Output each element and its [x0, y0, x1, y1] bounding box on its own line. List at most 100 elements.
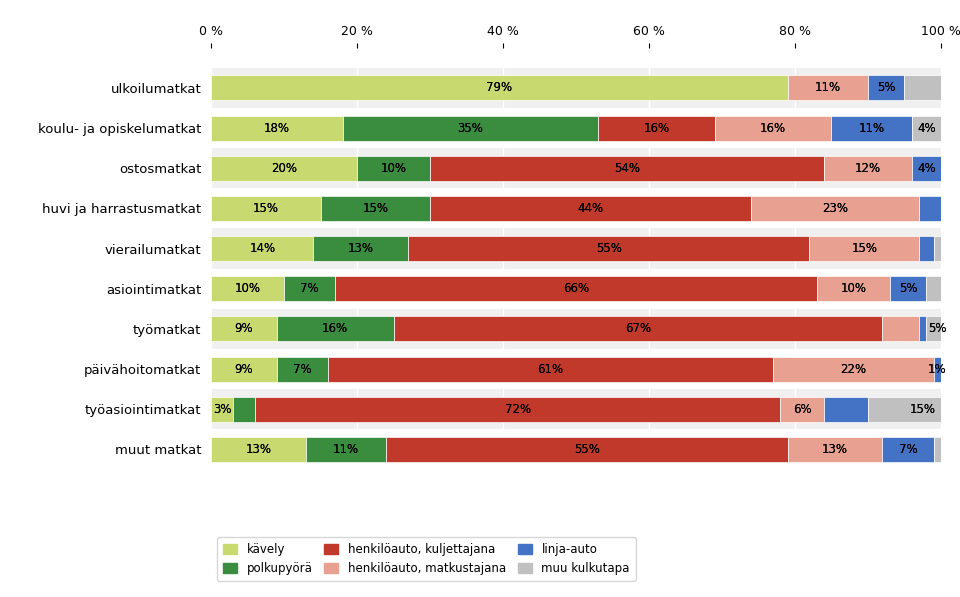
Bar — [211, 316, 276, 341]
Bar — [276, 356, 328, 381]
Bar — [919, 316, 926, 341]
Text: 9%: 9% — [234, 362, 253, 376]
Text: 72%: 72% — [505, 403, 531, 416]
Bar — [211, 236, 313, 261]
Text: 72%: 72% — [505, 403, 531, 416]
Text: 7%: 7% — [293, 362, 312, 376]
Text: 11%: 11% — [333, 443, 359, 456]
Bar — [941, 156, 960, 181]
Bar — [211, 156, 357, 181]
Bar — [306, 437, 386, 462]
Bar — [868, 75, 904, 100]
Text: 67%: 67% — [625, 322, 651, 336]
Bar — [919, 196, 941, 221]
Bar — [787, 437, 882, 462]
Bar — [284, 276, 335, 301]
Bar — [926, 316, 948, 341]
Bar — [211, 349, 941, 389]
Bar — [211, 269, 941, 309]
Bar — [890, 276, 926, 301]
Bar — [809, 236, 919, 261]
Bar — [941, 356, 948, 381]
Bar — [919, 196, 941, 221]
Text: 44%: 44% — [578, 202, 604, 215]
Text: 11%: 11% — [858, 122, 884, 134]
Bar — [211, 75, 787, 100]
Bar — [809, 236, 919, 261]
Bar — [933, 356, 941, 381]
Bar — [882, 437, 933, 462]
Bar — [408, 236, 809, 261]
Bar — [831, 116, 912, 140]
Bar — [933, 356, 941, 381]
Bar — [343, 116, 598, 140]
Bar — [276, 356, 328, 381]
Text: 55%: 55% — [574, 443, 600, 456]
Bar — [751, 196, 919, 221]
Bar — [941, 196, 960, 221]
Bar — [430, 156, 824, 181]
Text: 55%: 55% — [596, 242, 622, 255]
Bar — [926, 276, 960, 301]
Text: 3%: 3% — [213, 403, 231, 416]
Bar — [233, 397, 255, 421]
Text: 13%: 13% — [246, 443, 272, 456]
Bar — [714, 116, 831, 140]
Text: 5%: 5% — [876, 81, 896, 94]
Text: 11%: 11% — [815, 81, 841, 94]
Bar — [328, 356, 773, 381]
Bar — [941, 196, 960, 221]
Bar — [824, 156, 912, 181]
Text: 10%: 10% — [380, 162, 407, 175]
Text: 4%: 4% — [917, 122, 936, 134]
Text: 10%: 10% — [234, 282, 261, 296]
Text: 15%: 15% — [252, 202, 279, 215]
Bar — [787, 75, 868, 100]
Bar — [780, 397, 824, 421]
Bar — [211, 276, 284, 301]
Bar — [430, 196, 751, 221]
Bar — [386, 437, 787, 462]
Bar — [912, 116, 941, 140]
Text: 79%: 79% — [487, 81, 513, 94]
Bar — [933, 437, 960, 462]
Text: 15%: 15% — [362, 202, 389, 215]
Bar — [787, 437, 882, 462]
Bar — [211, 116, 343, 140]
Text: 11%: 11% — [815, 81, 841, 94]
Bar — [211, 68, 941, 108]
Bar — [926, 316, 948, 341]
Text: 1%: 1% — [927, 362, 947, 376]
Text: 22%: 22% — [840, 362, 866, 376]
Bar — [328, 356, 773, 381]
Text: 7%: 7% — [899, 443, 918, 456]
Text: 7%: 7% — [899, 443, 918, 456]
Bar — [211, 108, 941, 148]
Text: 1%: 1% — [927, 362, 947, 376]
Text: 67%: 67% — [625, 322, 651, 336]
Text: 61%: 61% — [538, 362, 564, 376]
Bar — [714, 116, 831, 140]
Text: 4%: 4% — [917, 162, 936, 175]
Bar — [321, 196, 430, 221]
Text: 54%: 54% — [614, 162, 640, 175]
Text: 55%: 55% — [596, 242, 622, 255]
Text: 66%: 66% — [563, 282, 589, 296]
Text: 16%: 16% — [323, 322, 348, 336]
Text: 13%: 13% — [348, 242, 373, 255]
Bar — [933, 236, 948, 261]
Text: 9%: 9% — [234, 322, 253, 336]
Text: 5%: 5% — [876, 81, 896, 94]
Text: 15%: 15% — [909, 403, 936, 416]
Bar — [912, 156, 941, 181]
Bar — [941, 156, 960, 181]
Bar — [904, 75, 941, 100]
Bar — [430, 196, 751, 221]
Bar — [211, 236, 313, 261]
Text: 61%: 61% — [538, 362, 564, 376]
Text: 14%: 14% — [250, 242, 276, 255]
Bar — [933, 437, 960, 462]
Bar — [357, 156, 430, 181]
Bar — [211, 196, 321, 221]
Bar — [787, 75, 868, 100]
